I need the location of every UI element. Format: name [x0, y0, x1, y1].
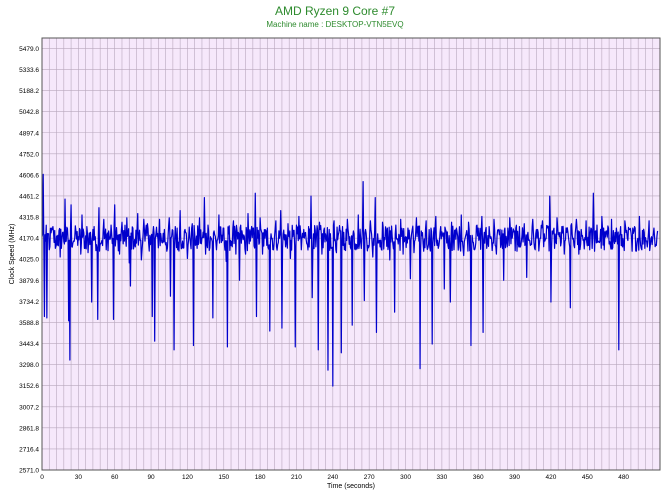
x-axis-ticks: 0 30 60 90 120 150 180 210 240 270 300 330 360 390 420…	[40, 474, 629, 481]
y-tick-label: 5042.8	[19, 109, 39, 116]
y-tick-label: 4606.6	[19, 172, 39, 179]
x-tick-label: 150	[218, 474, 229, 481]
x-tick-label: 420	[546, 474, 557, 481]
y-tick-label: 5188.2	[19, 88, 39, 95]
y-tick-label: 3298.0	[19, 362, 39, 369]
y-tick-label: 2716.4	[19, 446, 39, 453]
y-tick-label: 3007.2	[19, 404, 39, 411]
x-tick-label: 210	[291, 474, 302, 481]
x-tick-label: 60	[111, 474, 119, 481]
x-tick-label: 0	[40, 474, 44, 481]
y-tick-label: 3152.6	[19, 383, 39, 390]
x-tick-label: 480	[618, 474, 629, 481]
chart-title: AMD Ryzen 9 Core #7	[274, 4, 396, 18]
y-tick-label: 3588.8	[19, 320, 39, 327]
x-tick-label: 300	[400, 474, 411, 481]
x-tick-label: 390	[509, 474, 520, 481]
x-tick-label: 330	[436, 474, 447, 481]
y-axis-ticks: 2571.0 2716.4 2861.8 3007.2 3152.6 3298.0 3443…	[19, 46, 39, 475]
series-line	[41, 173, 659, 387]
y-tick-label: 4025.0	[19, 257, 39, 264]
x-tick-label: 90	[147, 474, 155, 481]
grid	[42, 38, 660, 470]
x-axis-label: Time (seconds)	[327, 483, 375, 490]
y-tick-label: 2861.8	[19, 425, 39, 432]
y-tick-label: 2571.0	[19, 468, 39, 475]
y-tick-label: 4170.4	[19, 236, 39, 243]
x-tick-label: 180	[255, 474, 266, 481]
x-tick-label: 270	[364, 474, 375, 481]
y-tick-label: 3443.4	[19, 341, 39, 348]
y-tick-label: 5479.0	[19, 46, 39, 53]
chart-subtitle: Machine name : DESKTOP-VTN5EVQ	[266, 20, 404, 29]
y-tick-label: 4752.0	[19, 151, 39, 158]
y-tick-label: 4461.2	[19, 193, 39, 200]
x-tick-label: 30	[75, 474, 83, 481]
plot-background	[42, 38, 660, 470]
y-tick-label: 3734.2	[19, 299, 39, 306]
y-tick-label: 4315.8	[19, 215, 39, 222]
x-tick-label: 120	[182, 474, 193, 481]
y-axis-label: Clock Speed (MHz)	[9, 224, 16, 285]
series-layer	[41, 173, 659, 387]
y-tick-label: 5333.6	[19, 67, 39, 74]
y-tick-label: 3879.6	[19, 278, 39, 285]
y-tick-label: 4897.4	[19, 130, 39, 137]
x-tick-label: 360	[473, 474, 484, 481]
x-tick-label: 240	[327, 474, 338, 481]
x-tick-label: 450	[582, 474, 593, 481]
plot-frame	[41, 37, 661, 471]
